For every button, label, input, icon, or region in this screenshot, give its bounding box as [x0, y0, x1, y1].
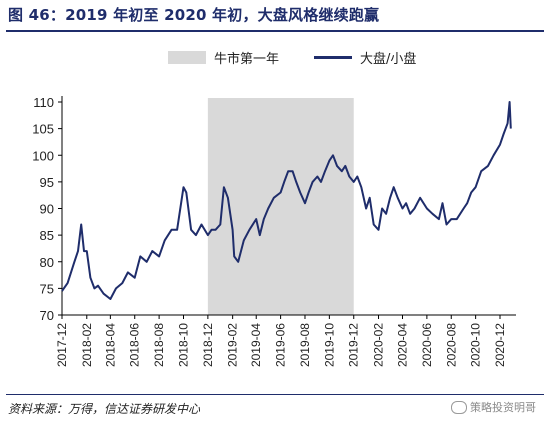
legend-item-shaded: 牛市第一年 [168, 48, 279, 67]
y-tick-label: 80 [40, 255, 54, 270]
x-tick-label: 2018-08 [152, 323, 166, 367]
watermark: 策略投资明哥 [451, 399, 536, 415]
chart-title: 图 46：2019 年初至 2020 年初，大盘风格继续跑赢 [8, 6, 380, 24]
x-tick-label: 2018-04 [103, 323, 117, 367]
legend-swatch-shaded [168, 51, 206, 64]
wechat-icon [451, 400, 467, 414]
legend-label-line: 大盘/小盘 [360, 52, 417, 67]
y-tick-label: 85 [40, 228, 54, 243]
x-tick-label: 2019-08 [298, 323, 312, 367]
y-tick-label: 105 [32, 122, 54, 137]
x-tick-label: 2019-04 [249, 323, 263, 367]
x-tick-label: 2020-02 [372, 323, 386, 367]
x-tick-label: 2019-12 [347, 323, 361, 367]
x-tick-label: 2019-06 [274, 323, 288, 367]
y-tick-label: 90 [40, 202, 54, 217]
shaded-region [207, 98, 354, 315]
legend-item-line: 大盘/小盘 [314, 48, 416, 67]
x-tick-label: 2019-02 [226, 323, 240, 367]
title-underline [6, 30, 544, 32]
x-tick-label: 2018-10 [176, 323, 190, 367]
legend: 牛市第一年 大盘/小盘 [0, 48, 550, 70]
y-tick-label: 70 [40, 308, 54, 323]
source-note: 资料来源：万得，信达证券研发中心 [8, 402, 201, 416]
x-tick-label: 2019-10 [322, 323, 336, 367]
y-tick-label: 95 [40, 175, 54, 190]
footer-rule [6, 394, 544, 395]
y-tick-label: 100 [32, 148, 54, 163]
x-tick-label: 2020-04 [395, 323, 409, 367]
x-tick-label: 2017-12 [55, 323, 69, 367]
watermark-text: 策略投资明哥 [470, 401, 536, 414]
x-tick-label: 2018-06 [128, 323, 142, 367]
series-line-large-small [61, 101, 512, 300]
x-tick-label: 2020-08 [444, 323, 458, 367]
x-tick-label: 2020-06 [420, 323, 434, 367]
legend-swatch-line [314, 56, 352, 59]
x-tick-label: 2018-02 [80, 323, 94, 367]
legend-label-shaded: 牛市第一年 [214, 52, 280, 67]
x-tick-label: 2020-12 [493, 323, 507, 367]
y-tick-label: 110 [33, 95, 54, 110]
line-chart: 70 75 80 85 90 95 100 105 110 2017-12 2018-02 2018-… [32, 95, 516, 367]
x-tick-label: 2020-10 [469, 323, 483, 367]
y-tick-label: 75 [40, 281, 54, 296]
x-tick-label: 2018-12 [201, 323, 215, 367]
